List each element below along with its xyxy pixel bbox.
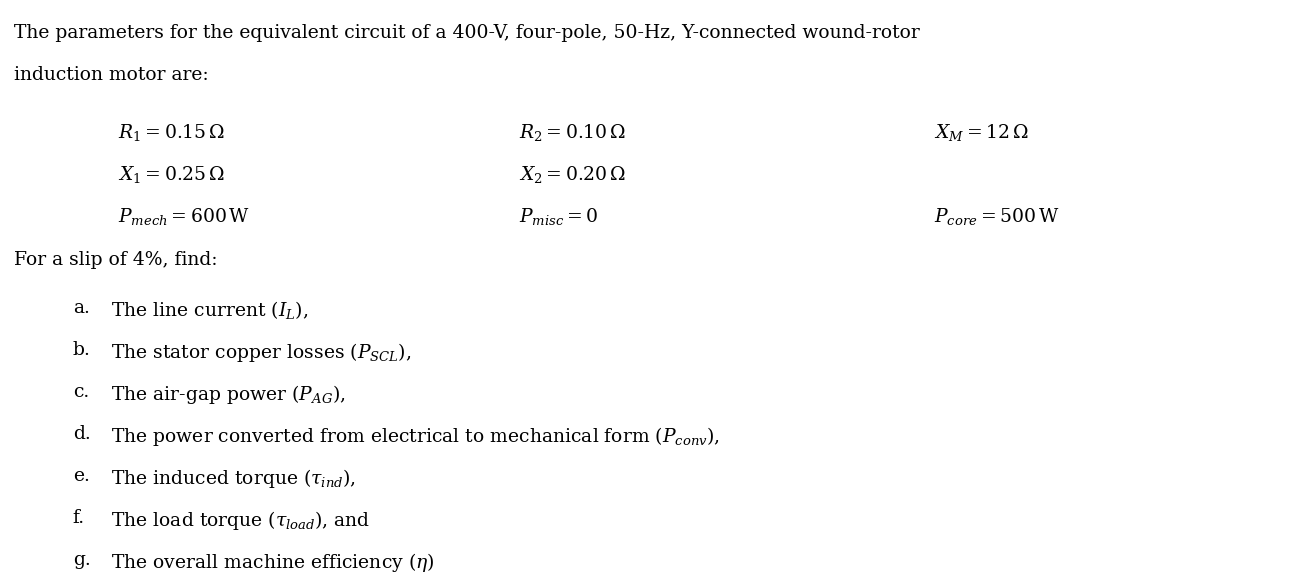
- Text: induction motor are:: induction motor are:: [14, 66, 209, 84]
- Text: The power converted from electrical to mechanical form ($P_{conv}$),: The power converted from electrical to m…: [112, 425, 720, 448]
- Text: $P_{misc} = 0$: $P_{misc} = 0$: [519, 206, 600, 227]
- Text: The stator copper losses ($P_{SCL}$),: The stator copper losses ($P_{SCL}$),: [112, 341, 411, 364]
- Text: e.: e.: [73, 467, 90, 485]
- Text: $R_2 = 0.10\,\Omega$: $R_2 = 0.10\,\Omega$: [519, 122, 627, 143]
- Text: $X_M = 12\,\Omega$: $X_M = 12\,\Omega$: [935, 122, 1028, 143]
- Text: The induced torque ($\tau_{ind}$),: The induced torque ($\tau_{ind}$),: [112, 467, 357, 490]
- Text: f.: f.: [73, 509, 84, 527]
- Text: b.: b.: [73, 341, 91, 359]
- Text: $R_1 = 0.15\,\Omega$: $R_1 = 0.15\,\Omega$: [118, 122, 225, 143]
- Text: $X_1 = 0.25\,\Omega$: $X_1 = 0.25\,\Omega$: [118, 164, 225, 185]
- Text: a.: a.: [73, 299, 90, 317]
- Text: d.: d.: [73, 425, 91, 443]
- Text: For a slip of 4%, find:: For a slip of 4%, find:: [14, 251, 218, 269]
- Text: The overall machine efficiency ($\eta$): The overall machine efficiency ($\eta$): [112, 551, 435, 575]
- Text: The air-gap power ($P_{AG}$),: The air-gap power ($P_{AG}$),: [112, 383, 347, 406]
- Text: $P_{mech} = 600\,\mathrm{W}$: $P_{mech} = 600\,\mathrm{W}$: [118, 206, 251, 227]
- Text: $P_{core} = 500\,\mathrm{W}$: $P_{core} = 500\,\mathrm{W}$: [935, 206, 1059, 227]
- Text: The load torque ($\tau_{load}$), and: The load torque ($\tau_{load}$), and: [112, 509, 371, 532]
- Text: $X_2 = 0.20\,\Omega$: $X_2 = 0.20\,\Omega$: [519, 164, 627, 185]
- Text: g.: g.: [73, 551, 91, 569]
- Text: The parameters for the equivalent circuit of a 400-V, four-pole, 50-Hz, Y-connec: The parameters for the equivalent circui…: [14, 24, 920, 42]
- Text: The line current ($I_L$),: The line current ($I_L$),: [112, 299, 309, 321]
- Text: c.: c.: [73, 383, 88, 401]
